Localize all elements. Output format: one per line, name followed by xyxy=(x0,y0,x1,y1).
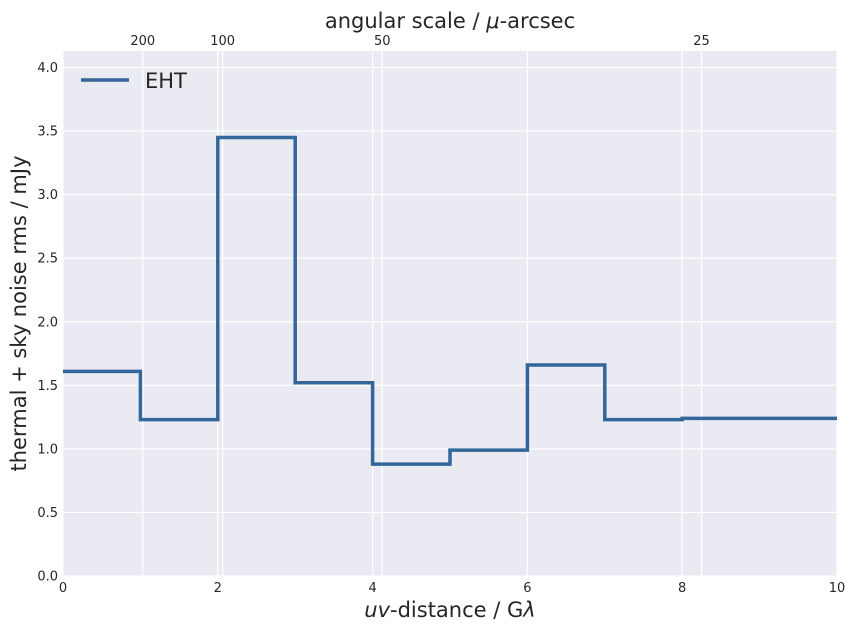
y-tick-label: 1.5 xyxy=(37,379,58,394)
x-axis-label-uv: uv xyxy=(364,598,390,622)
x-axis-label-lambda: λ xyxy=(522,598,535,622)
y-tick-label: 3.5 xyxy=(37,125,58,140)
legend: EHT xyxy=(81,69,187,93)
top-axis-label-prefix: angular scale / xyxy=(325,9,486,33)
top-tick-label: 200 xyxy=(130,34,155,49)
legend-label-eht: EHT xyxy=(145,69,187,93)
x-tick-label: 10 xyxy=(829,581,846,596)
top-tick-label: 100 xyxy=(210,34,235,49)
top-axis-label-suffix: -arcsec xyxy=(500,9,576,33)
x-tick-label: 8 xyxy=(678,581,686,596)
x-tick-label: 6 xyxy=(523,581,531,596)
tick-labels: 0 2 4 6 8 10 0.0 0.5 1.0 1.5 2.0 2.5 3.0 3.5 4.0 200 100… xyxy=(37,34,845,596)
y-axis-label: thermal + sky noise rms / mJy xyxy=(7,156,31,472)
y-tick-label: 1.0 xyxy=(37,442,58,457)
top-tick-label: 50 xyxy=(374,34,391,49)
y-tick-label: 4.0 xyxy=(37,61,58,76)
series-layer xyxy=(63,135,837,466)
plot-area xyxy=(63,51,837,576)
top-axis-label: angular scale / μ-arcsec xyxy=(325,9,575,33)
x-tick-label: 4 xyxy=(368,581,376,596)
top-tick-label: 25 xyxy=(693,34,710,49)
series-line-eht xyxy=(63,135,837,466)
top-axis-label-mu: μ xyxy=(485,9,499,33)
y-tick-label: 2.5 xyxy=(37,252,58,267)
x-axis-label: uv-distance / Gλ xyxy=(364,598,535,622)
x-tick-label: 2 xyxy=(214,581,222,596)
x-axis-label-rest: -distance / G xyxy=(390,598,523,622)
y-tick-label: 0.0 xyxy=(37,570,58,585)
y-tick-label: 0.5 xyxy=(37,506,58,521)
x-tick-label: 0 xyxy=(59,581,67,596)
grid-lines xyxy=(62,51,838,577)
y-tick-label: 2.0 xyxy=(37,315,58,330)
y-tick-label: 3.0 xyxy=(37,188,58,203)
